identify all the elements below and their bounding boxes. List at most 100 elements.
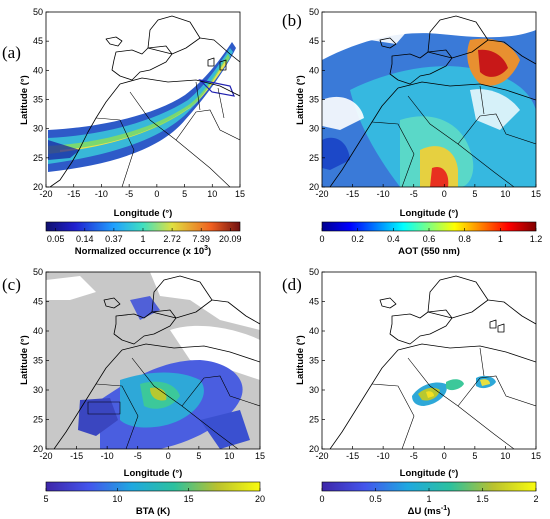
x-tick-label: -5: [410, 189, 418, 199]
y-tick-label: 40: [33, 326, 43, 336]
x-tick-label: -20: [39, 189, 52, 199]
y-tick-label: 50: [309, 267, 319, 277]
x-tick-label: 5: [182, 189, 187, 199]
colorbar-tick-label: 15: [184, 494, 194, 504]
x-tick-label: -15: [70, 451, 83, 461]
colorbar-ticks-a: 0.05 0.14 0.37 1 2.72 7.39 20.09: [47, 228, 242, 244]
panel-b-map: [322, 12, 536, 187]
panel-label-d: (d): [282, 275, 302, 294]
coastline-b: [329, 15, 536, 187]
x-tick-label: 5: [472, 451, 477, 461]
x-tick-label: -15: [346, 189, 359, 199]
y-tick-label: 50: [33, 7, 43, 17]
x-tick-label: 10: [500, 189, 510, 199]
panel-label-b: (b): [282, 11, 302, 30]
x-axis-label-c: Longitude (°): [124, 468, 183, 479]
x-tick-label: -15: [346, 451, 359, 461]
y-tick-label: 30: [309, 385, 319, 395]
colorbar-tick-label: 1.2: [530, 234, 543, 244]
x-tick-label: -10: [95, 189, 108, 199]
x-tick-label: 0: [442, 451, 447, 461]
y-tick-label: 20: [33, 444, 43, 454]
y-tick-label: 25: [309, 415, 319, 425]
colorbar-ticks-c: 5 10 15 20: [43, 488, 265, 504]
y-tick-label: 35: [33, 356, 43, 366]
ticks-d: -20 -15 -10 -5 0 5 10 15 20 25 30 35 40 45 50: [309, 267, 541, 461]
colorbar-tick-label: 2: [533, 494, 538, 504]
colorbar-tick-label: 20: [255, 494, 265, 504]
coastline-a: [49, 15, 240, 187]
colorbar-tick-label: 0: [319, 234, 324, 244]
panel-c: (c): [2, 267, 265, 517]
colorbar-tick-label: 0.8: [458, 234, 471, 244]
x-tick-label: -20: [315, 451, 328, 461]
colorbar-tick-label: 0.6: [423, 234, 436, 244]
y-axis-label-b: Latitude (°): [295, 75, 306, 125]
x-tick-label: 5: [472, 189, 477, 199]
x-tick-label: -10: [377, 189, 390, 199]
ticks-a: -20 -15 -10 -5 0 5 10 15 20 25 30 35 40 45 50: [33, 7, 245, 199]
ticks-b: -20 -15 -10 -5 0 5 10 15 20 25 30 35 40 45 50: [309, 7, 541, 199]
colorbar-tick-label: 7.39: [192, 234, 210, 244]
panel-c-map: [46, 272, 260, 449]
colorbar-tick-label: 5: [43, 494, 48, 504]
y-tick-label: 30: [33, 385, 43, 395]
y-axis-label-c: Latitude (°): [19, 335, 30, 385]
y-tick-label: 20: [309, 182, 319, 192]
panel-b: (b): [282, 7, 542, 257]
x-tick-label: 15: [531, 451, 541, 461]
colorbar-tick-label: 1: [140, 234, 145, 244]
x-axis-label-a: Longitude (°): [114, 208, 173, 219]
x-axis-label-b: Longitude (°): [400, 208, 459, 219]
colorbar-tick-label: 0.5: [369, 494, 382, 504]
y-tick-label: 40: [309, 326, 319, 336]
colorbar-title-d: ΔU (ms-1): [408, 505, 451, 517]
y-tick-label: 45: [309, 36, 319, 46]
colorbar-tick-label: 0.05: [47, 234, 65, 244]
x-tick-label: -5: [410, 451, 418, 461]
colorbar-title-c: BTA (K): [136, 506, 170, 517]
x-tick-label: -10: [377, 451, 390, 461]
x-tick-label: -20: [39, 451, 52, 461]
colorbar-title-a: Normalized occurrence (x 103): [75, 245, 211, 257]
colorbar-ticks-d: 0 0.5 1 1.5 2: [319, 488, 539, 504]
x-tick-label: -15: [67, 189, 80, 199]
y-tick-label: 50: [33, 267, 43, 277]
y-tick-label: 20: [33, 182, 43, 192]
x-tick-label: -10: [101, 451, 114, 461]
x-tick-label: 15: [531, 189, 541, 199]
x-tick-label: 10: [224, 451, 234, 461]
colorbar-tick-label: 0.14: [76, 234, 94, 244]
y-tick-label: 25: [33, 153, 43, 163]
panel-label-a: (a): [2, 43, 21, 62]
y-tick-label: 50: [309, 7, 319, 17]
y-tick-label: 40: [309, 65, 319, 75]
colorbar-ticks-b: 0 0.2 0.4 0.6 0.8 1 1.2: [319, 228, 542, 244]
x-tick-label: 0: [442, 189, 447, 199]
x-tick-label: 15: [255, 451, 265, 461]
panel-a-map: [46, 12, 240, 187]
x-tick-label: -5: [134, 451, 142, 461]
colorbar-tick-label: 1: [426, 494, 431, 504]
y-axis-label-d: Latitude (°): [295, 335, 306, 385]
x-tick-label: 15: [235, 189, 245, 199]
colorbar-c: [45, 481, 261, 492]
x-tick-label: 0: [166, 451, 171, 461]
panel-a: (a): [2, 7, 245, 257]
coastline-d: [329, 275, 536, 449]
trajectory-band-core: [48, 54, 230, 154]
colorbar-tick-label: 2.72: [163, 234, 181, 244]
panel-label-c: (c): [2, 275, 21, 294]
y-tick-label: 45: [33, 36, 43, 46]
colorbar-title-b: AOT (550 nm): [398, 246, 460, 257]
x-tick-label: 10: [207, 189, 217, 199]
x-tick-label: 5: [196, 451, 201, 461]
panel-d: (d) -20 -15: [282, 267, 541, 517]
x-tick-label: -20: [315, 189, 328, 199]
y-tick-label: 35: [309, 95, 319, 105]
colorbar-tick-label: 0.4: [387, 234, 400, 244]
ticks-c: -20 -15 -10 -5 0 5 10 15 20 25 30 35 40 45 50: [33, 267, 265, 461]
y-tick-label: 25: [33, 415, 43, 425]
y-tick-label: 45: [33, 297, 43, 307]
